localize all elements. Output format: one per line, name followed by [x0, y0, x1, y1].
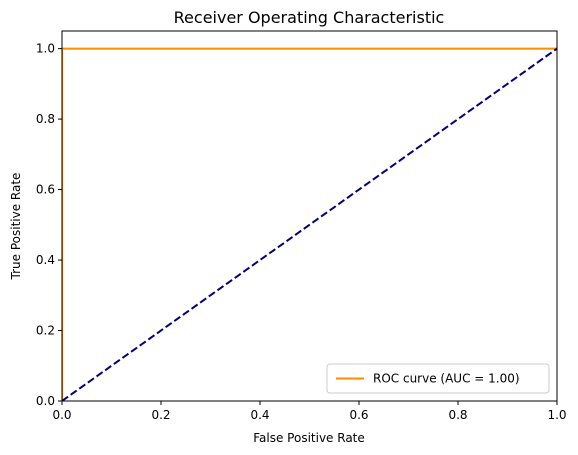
plot-frame [61, 30, 558, 402]
x-tick-label: 0.8 [448, 408, 467, 422]
y-axis-label: True Positive Rate [9, 173, 23, 281]
y-tick-label: 0.6 [36, 183, 55, 197]
roc-curve-line [62, 47, 557, 401]
x-tick-label: 0.4 [250, 408, 269, 422]
x-tick-label: 0.0 [52, 408, 71, 422]
legend: ROC curve (AUC = 1.00) [326, 363, 550, 394]
y-tick-label: 1.0 [36, 42, 55, 56]
y-axis: 0.0 0.2 0.4 0.6 0.8 1.0 [36, 42, 62, 408]
x-tick-label: 0.2 [151, 408, 170, 422]
legend-entry-label: ROC curve (AUC = 1.00) [373, 372, 520, 386]
x-axis-label: False Positive Rate [253, 431, 365, 445]
chart-title: Receiver Operating Characteristic [174, 8, 445, 27]
y-tick-label: 0.8 [36, 112, 55, 126]
y-tick-label: 0.4 [36, 253, 55, 267]
legend-box [326, 363, 550, 394]
x-tick-label: 1.0 [547, 408, 566, 422]
y-tick-label: 0.0 [36, 394, 55, 408]
x-axis: 0.0 0.2 0.4 0.6 0.8 1.0 [52, 401, 567, 422]
y-tick-label: 0.2 [36, 324, 55, 338]
x-tick-label: 0.6 [349, 408, 368, 422]
series-layer [62, 47, 557, 401]
diagonal-reference-line [62, 47, 557, 401]
plot-area [62, 47, 557, 401]
